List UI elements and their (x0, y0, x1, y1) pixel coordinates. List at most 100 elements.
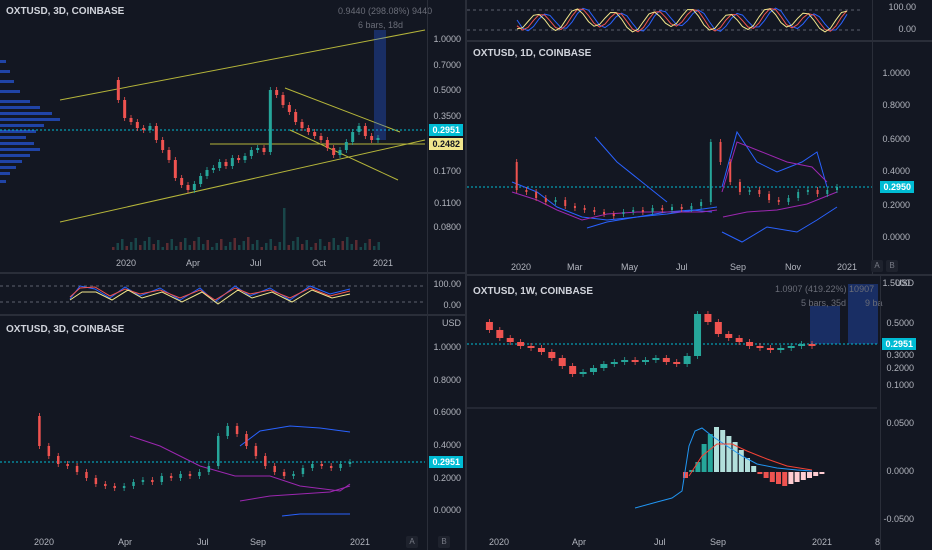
osc-tick: 0.00 (443, 300, 461, 310)
volume-bar (368, 239, 371, 250)
chart-pane-top-right[interactable]: OXTUSD, 1D, COINBASE 1.0000 0.8000 0.600… (467, 42, 932, 274)
candle-body (188, 474, 192, 476)
oscillator-axis[interactable]: 100.00 0.00 (427, 274, 465, 314)
volume-bar (346, 237, 349, 250)
candle-body (641, 210, 644, 212)
volume-bar (305, 240, 308, 250)
chart-canvas-top-left[interactable] (0, 0, 465, 272)
candle-body (329, 466, 333, 468)
volume-bar (260, 247, 263, 250)
candle-body (583, 208, 586, 210)
volume-bar (292, 241, 295, 250)
candle-body (237, 158, 241, 160)
volume-bar (233, 238, 236, 250)
y-tick: 0.2000 (886, 363, 914, 373)
oscillator-axis[interactable]: 100.00 0.00 (872, 0, 932, 40)
candle-body (612, 214, 615, 216)
candle-body (122, 486, 126, 488)
chart-pane-bottom-right[interactable]: OXTUSD, 1W, COINBASE 1.0907 (419.22%) 10… (467, 276, 932, 550)
candle-body (652, 358, 660, 360)
y-tick: 0.0000 (433, 505, 461, 515)
usd-label: USD (894, 278, 914, 288)
x-tick: May (621, 262, 639, 272)
stoch-line (516, 7, 848, 33)
volume-bar (274, 246, 277, 250)
oscillator-pane-left[interactable]: 100.00 0.00 (0, 274, 465, 314)
volume-bar (278, 242, 281, 250)
chart-pane-bottom-left[interactable]: OXTUSD, 3D, COINBASE USD 1.0000 0.8000 0… (0, 316, 465, 550)
candle-body (704, 314, 712, 322)
auto-scale-button[interactable]: A (871, 260, 883, 272)
candle-body (738, 182, 741, 192)
chart-canvas-top-right[interactable] (467, 42, 932, 274)
macd-tick: 0.0000 (886, 466, 914, 476)
candle-body (268, 90, 272, 152)
y-tick: 1.0000 (882, 68, 910, 78)
candle-body (338, 150, 342, 155)
pane-title: OXTUSD, 1D, COINBASE (473, 48, 592, 59)
volume-bar (143, 241, 146, 250)
candle-body (47, 446, 51, 456)
candle-body (205, 170, 209, 176)
log-scale-button[interactable]: B (438, 536, 450, 548)
level-price-label: 0.2482 (429, 138, 463, 150)
candle-body (254, 446, 258, 456)
chart-pane-top-left[interactable]: OXTUSD, 3D, COINBASE 0.9440 (298.08%) 94… (0, 0, 465, 272)
price-axis[interactable]: 1.0000 0.8000 0.6000 0.4000 0.2000 0.000… (872, 42, 932, 274)
macd-bar (745, 458, 750, 472)
candle-body (199, 176, 203, 184)
volume-bar (112, 247, 115, 250)
macd-bar (720, 430, 726, 472)
volume-bars-top-left (112, 208, 380, 250)
candle-body (632, 210, 635, 212)
candle-body (123, 100, 127, 118)
y-tick: 0.5000 (433, 85, 461, 95)
chart-canvas-bottom-left[interactable] (0, 316, 465, 550)
price-axis[interactable]: USD 1.0000 0.8000 0.6000 0.4000 0.2000 0… (427, 316, 465, 550)
y-tick: 0.7000 (433, 60, 461, 70)
volume-bar (193, 241, 196, 250)
chart-canvas-bottom-right[interactable] (467, 276, 932, 550)
candle-body (515, 162, 518, 190)
candles-bottom-right (485, 311, 816, 377)
log-scale-button[interactable]: B (886, 260, 898, 272)
price-axis[interactable]: 1.0000 0.7000 0.5000 0.3500 0.1700 0.110… (427, 0, 465, 272)
candle-body (826, 190, 829, 194)
y-tick: 1.0000 (433, 342, 461, 352)
price-axis[interactable]: USD 1.5000 0.5000 0.3000 0.2000 0.1000 0… (880, 276, 932, 550)
candle-body (370, 136, 374, 140)
oscillator-pane-right[interactable]: 100.00 0.00 (467, 0, 932, 40)
candle-body (554, 200, 557, 202)
candle-body (777, 348, 785, 350)
candle-body (179, 474, 182, 478)
candle-body (151, 480, 154, 482)
candle-body (281, 95, 285, 105)
candle-body (301, 468, 305, 474)
volume-bar (215, 243, 218, 250)
candle-body (777, 200, 780, 202)
candle-body (690, 206, 693, 209)
stoch-rsi-canvas-left (0, 285, 425, 305)
x-tick: Sep (710, 537, 727, 547)
candle-body (808, 344, 816, 346)
volume-bar (206, 240, 209, 250)
candle-body (376, 138, 380, 140)
candle-body (719, 142, 722, 162)
macd-bar (819, 472, 825, 474)
volume-bar (332, 238, 335, 250)
macd-bar (751, 466, 757, 472)
candle-body (357, 126, 361, 132)
volume-bar (350, 244, 353, 250)
macd-bar (683, 472, 688, 478)
candle-body (287, 105, 291, 112)
candle-body (216, 436, 220, 466)
volume-bar (341, 241, 344, 250)
volume-bar (251, 244, 254, 250)
auto-scale-button[interactable]: A (406, 536, 418, 548)
candles-top-left (116, 77, 380, 193)
stoch-rsi-canvas-right (467, 7, 862, 33)
candle-body (589, 368, 597, 372)
volume-bar (296, 237, 299, 250)
volume-bar (211, 247, 214, 250)
measure-bars-note-2: 9 ba (865, 298, 883, 308)
